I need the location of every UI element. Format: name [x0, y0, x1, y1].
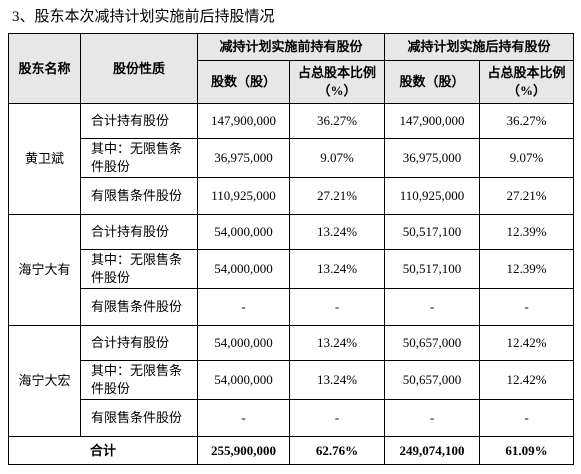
table-header: 股东名称 股份性质 减持计划实施前持有股份 减持计划实施后持有股份 股数（股） … [8, 33, 575, 104]
share-type-cell: 有限售条件股份 [80, 399, 198, 437]
header-cell: 占总股本比例（%） [288, 60, 386, 104]
total-label: 合计 [8, 436, 198, 465]
header-cell: 占总股本比例（%） [479, 60, 575, 104]
share-type-cell: 其中：无限售条件股份 [80, 249, 198, 289]
total-value: 61.09% [479, 436, 575, 465]
value-cell: 27.21% [288, 177, 386, 215]
value-cell: - [197, 399, 290, 437]
value-cell: - [479, 399, 575, 437]
header-row: 股东名称 股份性质 减持计划实施前持有股份 减持计划实施后持有股份 [8, 33, 575, 104]
share-type-cell: 合计持有股份 [80, 103, 198, 139]
share-type-cell: 有限售条件股份 [80, 177, 198, 215]
data-row: 黄卫斌 合计持有股份 147,900,000 36.27% 147,900,000 36.… [8, 103, 575, 215]
share-type-cell: 其中：无限售条件股份 [80, 138, 198, 178]
value-cell: 27.21% [479, 177, 575, 215]
value-cell: 54,000,000 [197, 214, 290, 250]
share-type-cell: 有限售条件股份 [80, 288, 198, 326]
table-body: 黄卫斌 合计持有股份 147,900,000 36.27% 147,900,000 36.… [8, 103, 575, 465]
value-cell: 110,925,000 [384, 177, 481, 215]
value-cell: 12.39% [479, 214, 575, 250]
value-cell: - [288, 288, 386, 326]
data-row: 其中：无限售条件股份 54,000,000 13.24% 50,517,100 12.3… [9, 249, 575, 289]
share-type-cell: 其中：无限售条件股份 [80, 360, 198, 400]
holder-cell: 黄卫斌 [8, 103, 81, 215]
data-row: 有限售条件股份 - - - - [9, 399, 575, 437]
data-row: 海宁大宏 合计持有股份 54,000,000 13.24% 50,657,000 12.4… [8, 325, 575, 437]
value-cell: 54,000,000 [197, 325, 290, 361]
value-cell: 54,000,000 [197, 360, 290, 400]
data-row: 海宁大有 合计持有股份 54,000,000 13.24% 50,517,100 12.3… [8, 214, 575, 326]
header-cell: 股份性质 [80, 33, 198, 104]
value-cell: - [479, 288, 575, 326]
value-cell: 147,900,000 [197, 103, 290, 139]
total-value: 249,074,100 [384, 436, 481, 465]
value-cell: 50,657,000 [384, 360, 481, 400]
header-cell: 股数（股） [384, 60, 481, 104]
value-cell: 50,517,100 [384, 214, 481, 250]
header-cell: 股东名称 [8, 33, 81, 104]
value-cell: 13.24% [288, 325, 386, 361]
value-cell: 12.42% [479, 360, 575, 400]
share-type-cell: 合计持有股份 [80, 214, 198, 250]
value-cell: 12.39% [479, 249, 575, 289]
value-cell: 50,517,100 [384, 249, 481, 289]
share-type-cell: 合计持有股份 [80, 325, 198, 361]
header-row: 股数（股） 占总股本比例（%） 股数（股） 占总股本比例（%） [9, 60, 575, 104]
header-cell: 减持计划实施后持有股份 [384, 33, 575, 61]
data-row: 有限售条件股份 - - - - [9, 288, 575, 326]
holder-cell: 海宁大有 [8, 214, 81, 326]
total-row: 合计 255,900,000 62.76% 249,074,100 61.09% [8, 436, 575, 465]
total-value: 255,900,000 [197, 436, 290, 465]
data-row: 有限售条件股份 110,925,000 27.21% 110,925,000 27.21… [9, 177, 575, 215]
value-cell: - [384, 288, 481, 326]
value-cell: - [384, 399, 481, 437]
value-cell: 54,000,000 [197, 249, 290, 289]
value-cell: 50,657,000 [384, 325, 481, 361]
value-cell: 36,975,000 [384, 138, 481, 178]
holder-cell: 海宁大宏 [8, 325, 81, 437]
value-cell: 36.27% [288, 103, 386, 139]
value-cell: 147,900,000 [384, 103, 481, 139]
data-row: 其中：无限售条件股份 54,000,000 13.24% 50,657,000 12.4… [9, 360, 575, 400]
value-cell: - [197, 288, 290, 326]
value-cell: 36.27% [479, 103, 575, 139]
value-cell: - [288, 399, 386, 437]
holdings-table: 股东名称 股份性质 减持计划实施前持有股份 减持计划实施后持有股份 股数（股） … [8, 33, 575, 465]
value-cell: 13.24% [288, 214, 386, 250]
value-cell: 9.07% [288, 138, 386, 178]
value-cell: 110,925,000 [197, 177, 290, 215]
value-cell: 9.07% [479, 138, 575, 178]
data-row: 其中：无限售条件股份 36,975,000 9.07% 36,975,000 9.07% [9, 138, 575, 178]
total-value: 62.76% [288, 436, 386, 465]
value-cell: 12.42% [479, 325, 575, 361]
value-cell: 36,975,000 [197, 138, 290, 178]
header-cell: 股数（股） [197, 60, 290, 104]
value-cell: 13.24% [288, 249, 386, 289]
value-cell: 13.24% [288, 360, 386, 400]
section-title: 3、股东本次减持计划实施前后持股情况 [12, 9, 275, 25]
header-cell: 减持计划实施前持有股份 [196, 33, 386, 61]
